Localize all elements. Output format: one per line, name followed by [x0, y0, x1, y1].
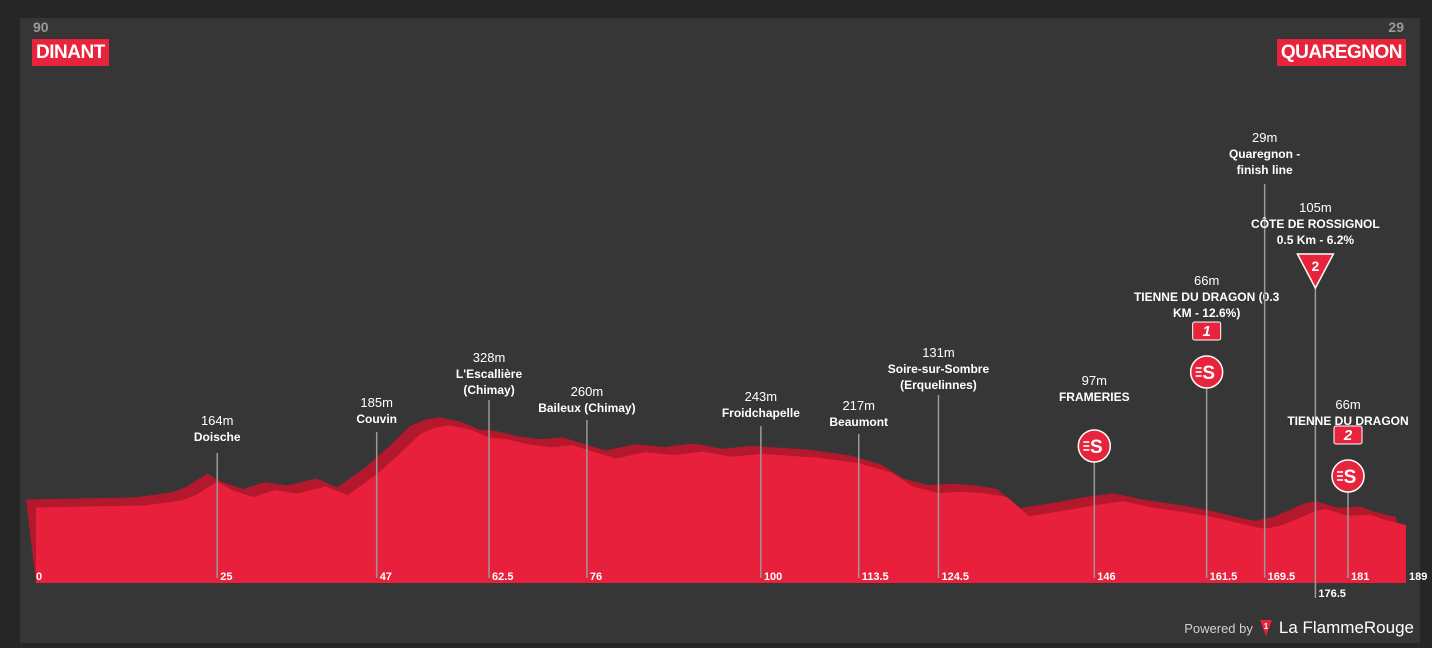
waypoint-name: Couvin [356, 412, 397, 426]
waypoint-altitude: 260m [571, 384, 604, 399]
waypoint-name: Baileux (Chimay) [538, 401, 635, 415]
brand-name: La FlammeRouge [1278, 618, 1414, 637]
sector-number-badge [1333, 425, 1363, 445]
profile-area [36, 425, 1406, 583]
tick-label-169.5: 169.5 [1268, 571, 1296, 583]
waypoint-name: finish line [1237, 163, 1293, 177]
tick-label-0: 0 [36, 571, 42, 583]
tick-label-62.5: 62.5 [492, 571, 513, 583]
tick-label-113.5: 113.5 [862, 571, 889, 583]
waypoint-name: Beaumont [829, 415, 888, 429]
tick-label-181: 181 [1351, 571, 1369, 583]
flamme-rouge-logo-icon: 1 [1259, 620, 1272, 636]
waypoint-name: L'Escallière [456, 367, 523, 381]
finish-name: QUAREGNON [1276, 39, 1406, 66]
start-altitude: 90 [33, 19, 49, 35]
waypoint-altitude: 328m [473, 350, 506, 365]
tick-label-25: 25 [220, 571, 232, 583]
sector-number: 2 [1343, 427, 1353, 444]
cobble-sector-glyph: S [1090, 437, 1103, 458]
waypoint-name: (Chimay) [463, 383, 514, 397]
tick-label-124.5: 124.5 [941, 571, 969, 583]
waypoint-name: CÔTE DE ROSSIGNOL [1251, 216, 1380, 231]
waypoint-altitude: 66m [1335, 397, 1360, 412]
tick-label-189: 189 [1409, 571, 1427, 583]
tick-label-100: 100 [764, 571, 782, 583]
climb-category: 2 [1311, 258, 1319, 274]
waypoint-altitude: 131m [922, 345, 955, 360]
cobble-sector-icon [1331, 459, 1365, 493]
waypoint-name: TIENNE DU DRAGON (0.3 [1134, 290, 1280, 304]
climb-category-icon [1296, 253, 1335, 290]
tick-label-47: 47 [380, 571, 392, 583]
waypoint-altitude: 66m [1194, 273, 1219, 288]
waypoint-name: Froidchapelle [722, 406, 800, 420]
tick-label-146: 146 [1097, 571, 1115, 583]
tick-label-176.5: 176.5 [1318, 588, 1346, 600]
waypoint-name: Soire-sur-Sombre [888, 362, 990, 376]
waypoint-altitude: 243m [745, 389, 778, 404]
waypoint-name: (Erquelinnes) [900, 378, 977, 392]
waypoint-name: TIENNE DU DRAGON [1287, 414, 1408, 428]
waypoint-altitude: 29m [1252, 130, 1277, 145]
start-name: DINANT [32, 39, 109, 66]
waypoint-name: KM - 12.6%) [1173, 306, 1240, 320]
waypoint-altitude: 164m [201, 413, 234, 428]
cobble-sector-icon [1077, 429, 1112, 463]
tick-label-76: 76 [590, 571, 602, 583]
waypoint-altitude: 97m [1082, 373, 1107, 388]
powered-label: Powered by [1184, 620, 1253, 636]
cobble-sector-glyph: S [1202, 363, 1215, 384]
waypoint-name: 0.5 Km - 6.2% [1277, 233, 1355, 247]
svg-text:1: 1 [1264, 622, 1269, 631]
tick-label-161.5: 161.5 [1210, 571, 1238, 583]
finish-altitude: 29 [1388, 19, 1404, 35]
cobble-sector-glyph: S [1344, 467, 1357, 488]
waypoint-altitude: 105m [1299, 200, 1332, 215]
powered-by[interactable]: Powered by 1 La FlammeRouge [1184, 618, 1414, 638]
sector-number-badge [1192, 321, 1222, 341]
sector-number: 1 [1202, 323, 1210, 340]
waypoint-name: Quaregnon - [1229, 147, 1300, 161]
waypoint-altitude: 185m [360, 395, 393, 410]
waypoint-name: Doische [194, 430, 241, 444]
waypoint-altitude: 217m [842, 398, 875, 413]
waypoint-name: FRAMERIES [1059, 390, 1130, 404]
cobble-sector-icon [1189, 355, 1224, 389]
